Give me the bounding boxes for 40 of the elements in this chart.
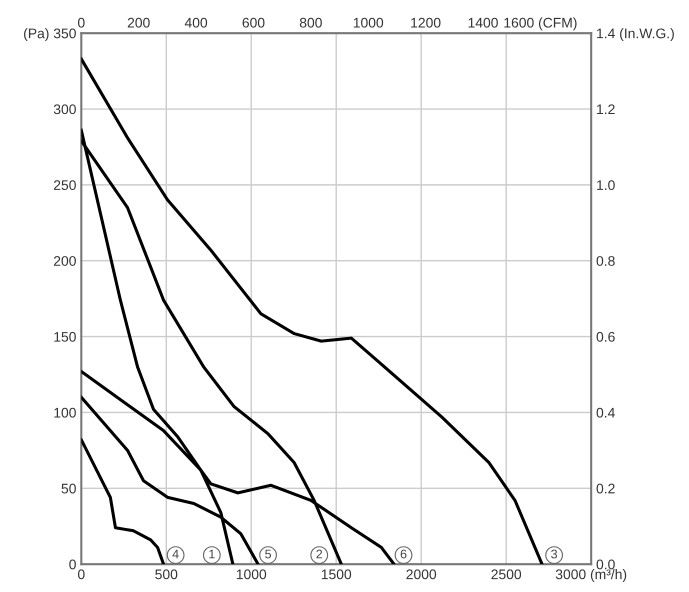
y-tick-label: 100 xyxy=(54,408,76,418)
x2-tick-label: 800 xyxy=(300,18,322,28)
annotation: 3 xyxy=(551,550,558,558)
x2-tick-label: 200 xyxy=(128,18,150,28)
x-tick-label: 1500 xyxy=(322,569,352,580)
x-tick-label: 2500 xyxy=(491,569,522,580)
x-tick-label: 2000 xyxy=(406,569,436,580)
y2-tick-label: 0.0 xyxy=(596,560,615,570)
y2-tick-label: 1.0 xyxy=(597,180,615,190)
y-tick-label: 0 xyxy=(69,560,76,570)
annotation: 6 xyxy=(400,550,406,558)
y-tick-label: 150 xyxy=(54,332,76,342)
y-tick-label: 250 xyxy=(54,180,76,190)
y-tick-label: 300 xyxy=(54,104,76,114)
y2-tick-label: 1.2 xyxy=(597,104,615,114)
x-tick-label: 1000 xyxy=(236,569,266,580)
x2-tick-label: 600 xyxy=(242,18,264,28)
y-tick-label: (Pa) 350 xyxy=(24,28,76,42)
x2-tick-label: 1000 xyxy=(354,18,384,28)
line-series xyxy=(81,57,544,564)
line-series xyxy=(81,438,166,564)
y2-tick-label: 0.6 xyxy=(596,332,615,342)
x2-tick-label: 1400 xyxy=(468,18,498,28)
y2-tick-label: 0.4 xyxy=(596,408,615,418)
y-tick-label: 50 xyxy=(62,484,76,494)
annotation: 5 xyxy=(265,550,272,558)
x2-tick-label: 1600 (CFM) xyxy=(504,17,577,30)
x2-tick-label: 0 xyxy=(78,18,85,28)
x-tick-label: 0 xyxy=(78,569,85,580)
annotation: 4 xyxy=(172,550,179,558)
y-tick-label: 200 xyxy=(54,256,76,266)
x2-tick-label: 400 xyxy=(184,18,208,28)
x-tick-label: 500 xyxy=(155,569,178,580)
x2-tick-label: 1200 xyxy=(411,18,441,28)
y2-tick-label: 0.2 xyxy=(596,484,615,494)
x-tick-label: 3000 (m³/h) xyxy=(556,569,626,582)
y2-tick-label: 0.8 xyxy=(596,256,615,266)
annotation: 2 xyxy=(316,550,322,558)
annotation: 1 xyxy=(209,550,215,558)
y2-tick-label: 1.4 (In.W.G.) xyxy=(597,28,674,42)
